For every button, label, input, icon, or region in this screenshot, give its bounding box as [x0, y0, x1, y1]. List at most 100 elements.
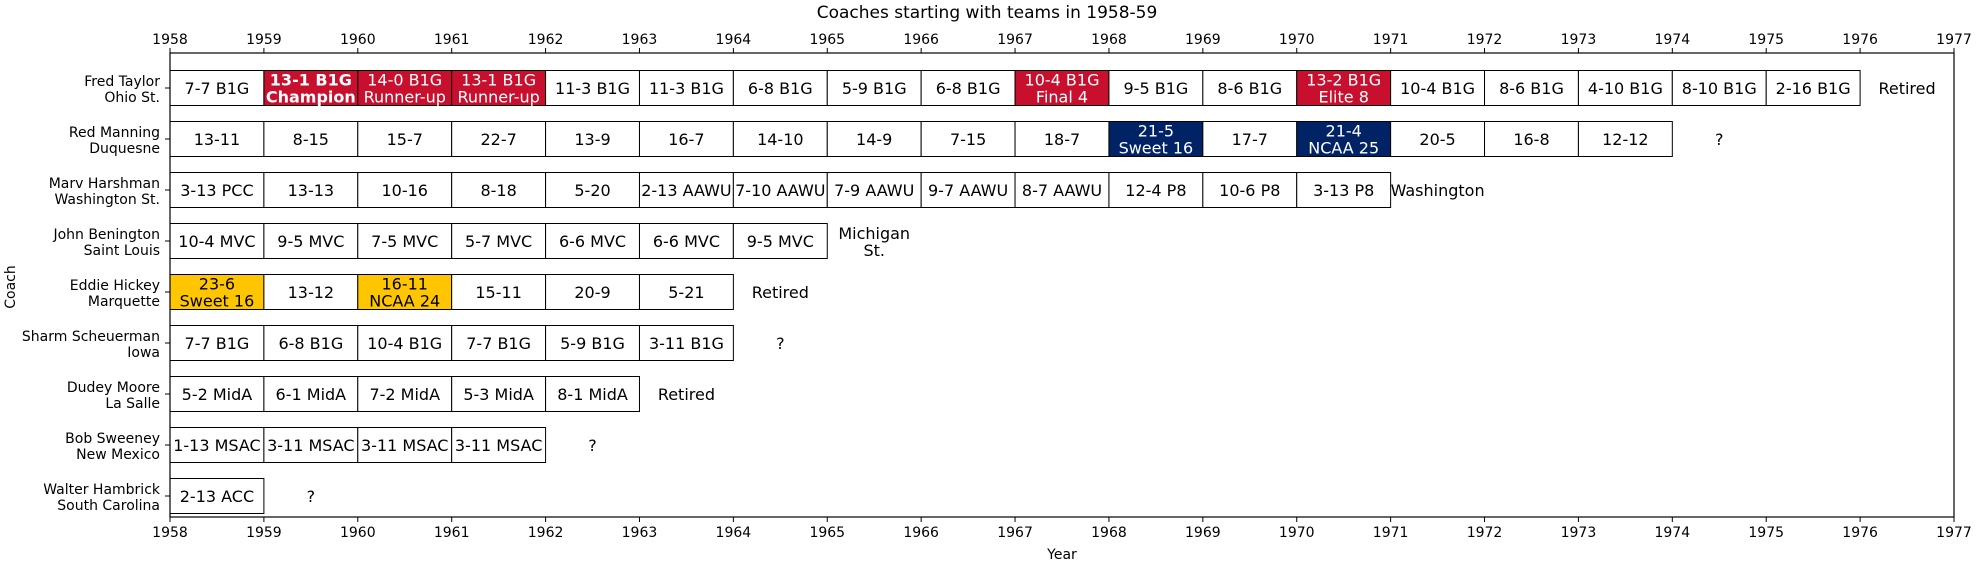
season-label: 15-11	[475, 283, 522, 302]
coach-name: Fred Taylor	[84, 74, 160, 90]
bottom-tick-label: 1961	[434, 525, 470, 541]
season-cell	[1484, 121, 1579, 157]
season-label: 8-18	[480, 181, 516, 200]
season-cell	[451, 274, 547, 310]
after-label: Washington	[1391, 181, 1485, 200]
season-cell	[826, 70, 922, 106]
season-label: 8-1 MidA	[557, 385, 628, 404]
bottom-tick-label: 1960	[340, 525, 376, 541]
season-cell	[451, 325, 547, 361]
team-name: Ohio St.	[104, 90, 160, 106]
season-label: 14-0 B1G	[367, 71, 442, 90]
season-cell	[263, 70, 359, 106]
after-label: Retired	[1878, 79, 1935, 98]
season-label: 21-5	[1138, 122, 1174, 141]
season-cell	[1014, 172, 1110, 208]
season-cell	[1296, 70, 1392, 106]
season-cell	[451, 172, 547, 208]
season-cell	[357, 427, 453, 463]
season-label: 7-9 AAWU	[834, 181, 914, 200]
season-label: Champion	[266, 88, 356, 107]
top-tick-label: 1971	[1373, 32, 1409, 48]
season-label: 5-9 B1G	[842, 79, 907, 98]
season-label: 20-9	[574, 283, 610, 302]
season-label: 9-5 MVC	[747, 232, 814, 251]
top-tick-label: 1968	[1091, 32, 1127, 48]
after-label: ?	[1715, 130, 1724, 149]
season-cell	[638, 274, 734, 310]
season-label: 10-6 P8	[1219, 181, 1280, 200]
coach-name: Dudey Moore	[67, 380, 160, 396]
coach-row: 13-11 8-15 15-7 22-7 13-9 16-7 14-10 14-9 7-15 18…	[169, 121, 1724, 158]
season-cell	[545, 376, 640, 412]
season-label: 12-12	[1602, 130, 1649, 149]
team-name: New Mexico	[76, 447, 160, 463]
bottom-tick-label: 1967	[997, 525, 1033, 541]
coach-row: 10-4 MVC 9-5 MVC 7-5 MVC 5-7 MVC 6-6 MVC 6-6 …	[169, 223, 910, 260]
season-cell	[263, 223, 359, 259]
bottom-tick-label: 1963	[622, 525, 658, 541]
top-tick-label: 1963	[622, 32, 658, 48]
bottom-tick-label: 1965	[809, 525, 845, 541]
season-label: 8-7 AAWU	[1022, 181, 1102, 200]
season-cell	[920, 172, 1016, 208]
top-tick-label: 1962	[528, 32, 564, 48]
season-label: 11-3 B1G	[649, 79, 724, 98]
season-cell	[357, 223, 453, 259]
season-label: NCAA 24	[369, 292, 440, 311]
season-label: 13-12	[288, 283, 335, 302]
y-axis-title: Coach	[3, 265, 19, 309]
season-label: 18-7	[1044, 130, 1080, 149]
season-label: 10-4 MVC	[178, 232, 255, 251]
team-name: South Carolina	[57, 498, 160, 514]
season-cell	[1014, 121, 1110, 157]
season-label: 6-6 MVC	[559, 232, 626, 251]
season-label: 21-4	[1326, 122, 1362, 141]
top-tick-label: 1976	[1842, 32, 1878, 48]
season-label: 7-10 AAWU	[735, 181, 825, 200]
season-label: 3-13 PCC	[180, 181, 253, 200]
season-label: 6-8 B1G	[936, 79, 1001, 98]
season-cell	[826, 172, 922, 208]
bottom-tick-label: 1966	[903, 525, 939, 541]
season-label: NCAA 25	[1308, 139, 1379, 158]
season-label: 5-9 B1G	[560, 334, 625, 353]
season-label: 14-9	[856, 130, 892, 149]
team-name: Washington St.	[54, 192, 160, 208]
coach-row: 2-13 ACC?	[169, 478, 316, 514]
season-cell	[451, 121, 547, 157]
coach-name: Marv Harshman	[49, 176, 160, 192]
season-label: 13-1 B1G	[461, 71, 536, 90]
season-cell	[169, 274, 265, 310]
season-cell	[638, 172, 734, 208]
coach-name: John Benington	[52, 227, 160, 243]
season-cell	[357, 274, 453, 310]
top-tick-label: 1959	[246, 32, 282, 48]
top-tick-label: 1977	[1936, 32, 1972, 48]
season-cell	[263, 427, 359, 463]
season-label: 6-8 B1G	[748, 79, 813, 98]
season-label: 16-7	[668, 130, 704, 149]
season-label: 9-5 MVC	[277, 232, 344, 251]
season-label: 13-1 B1G	[270, 71, 352, 90]
coach-name: Sharm Scheuerman	[22, 329, 160, 345]
after-label: ?	[307, 487, 316, 506]
season-label: 16-11	[381, 275, 428, 294]
season-cell	[169, 70, 265, 106]
season-cell	[357, 325, 453, 361]
season-cell	[263, 325, 359, 361]
top-tick-label: 1966	[903, 32, 939, 48]
coach-name: Bob Sweeney	[65, 431, 160, 447]
season-label: Runner-up	[364, 88, 446, 107]
season-label: 13-9	[574, 130, 610, 149]
season-label: 5-2 MidA	[182, 385, 253, 404]
after-label: Michigan	[838, 224, 910, 243]
after-label: ?	[776, 334, 785, 353]
top-tick-label: 1960	[340, 32, 376, 48]
season-label: 7-15	[950, 130, 986, 149]
bottom-tick-label: 1977	[1936, 525, 1972, 541]
season-label: Runner-up	[457, 88, 539, 107]
season-cell	[169, 121, 265, 157]
bottom-tick-label: 1972	[1467, 525, 1503, 541]
bottom-tick-label: 1973	[1561, 525, 1597, 541]
